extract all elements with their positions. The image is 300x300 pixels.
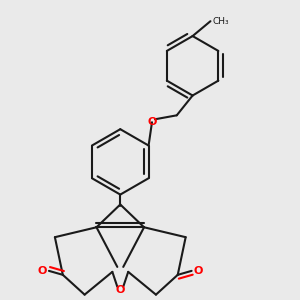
Text: O: O	[116, 285, 125, 295]
Text: O: O	[147, 117, 157, 127]
Text: CH₃: CH₃	[212, 17, 229, 26]
Text: O: O	[194, 266, 203, 276]
Text: O: O	[37, 266, 47, 276]
